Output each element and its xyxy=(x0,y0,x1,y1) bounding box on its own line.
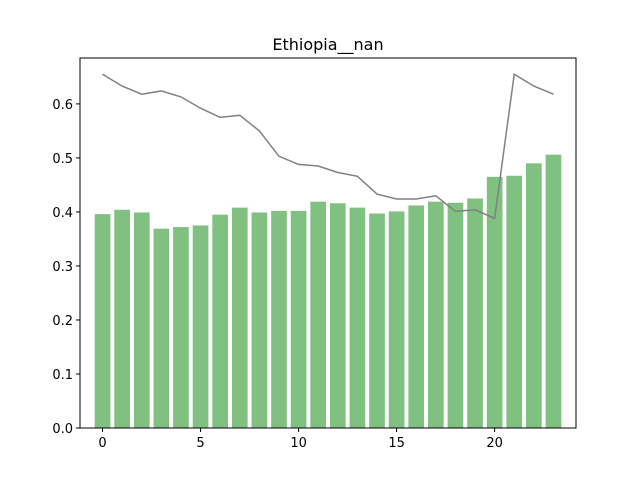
bar-21 xyxy=(506,175,523,428)
y-tick-label: 0.2 xyxy=(52,314,73,329)
y-axis: 0.0 0.1 0.2 0.3 0.4 0.5 0.6 xyxy=(52,98,80,437)
bar-13 xyxy=(349,207,366,428)
line-series xyxy=(102,72,554,220)
bar-18 xyxy=(447,202,464,428)
x-tick-label: 0 xyxy=(98,436,106,451)
bar-7 xyxy=(231,207,248,428)
bar-11 xyxy=(310,201,327,428)
bar-23 xyxy=(545,154,562,428)
y-tick-label: 0.4 xyxy=(52,206,73,221)
x-tick-label: 20 xyxy=(486,436,503,451)
bar-20 xyxy=(486,176,503,428)
x-tick-label: 10 xyxy=(290,436,307,451)
bar-4 xyxy=(173,227,189,428)
bar-8 xyxy=(251,212,268,428)
bar-22 xyxy=(526,163,542,428)
bar-2 xyxy=(133,212,150,428)
bar-12 xyxy=(329,203,346,428)
x-tick-label: 15 xyxy=(388,436,405,451)
chart-title: Ethiopia__nan xyxy=(272,35,383,55)
line-path xyxy=(102,72,554,220)
bar-10 xyxy=(290,210,307,428)
bar-6 xyxy=(212,214,229,428)
y-tick-label: 0.5 xyxy=(52,152,73,167)
bar-series xyxy=(94,154,562,428)
plot-frame xyxy=(79,57,577,429)
bar-16 xyxy=(408,205,425,428)
bar-19 xyxy=(467,198,483,428)
x-tick-label: 5 xyxy=(196,436,204,451)
x-axis: 0 5 10 15 20 xyxy=(98,428,503,451)
bar-15 xyxy=(388,211,405,428)
bar-17 xyxy=(427,201,444,428)
bar-1 xyxy=(114,209,130,428)
bar-0 xyxy=(94,214,111,428)
y-tick-label: 0.1 xyxy=(52,368,73,383)
bar-14 xyxy=(369,213,385,428)
bar-9 xyxy=(271,210,287,428)
y-tick-label: 0.6 xyxy=(52,98,73,113)
bar-3 xyxy=(153,228,170,428)
y-tick-label: 0.0 xyxy=(52,422,73,437)
bar-5 xyxy=(192,225,209,428)
y-tick-label: 0.3 xyxy=(52,260,73,275)
